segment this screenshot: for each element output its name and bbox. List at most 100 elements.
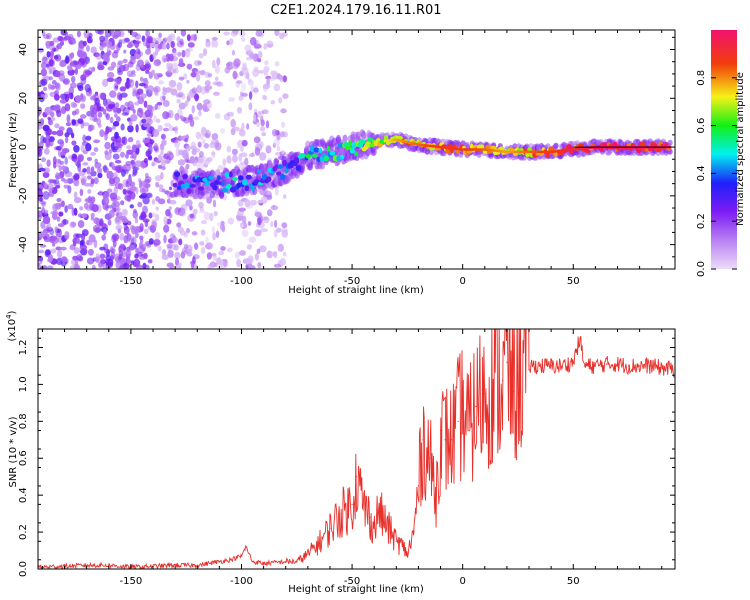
noise-speck <box>51 131 58 135</box>
noise-speck <box>162 86 166 92</box>
noise-speck <box>246 123 250 130</box>
noise-speck <box>67 65 73 71</box>
noise-speck <box>77 118 84 124</box>
noise-speck <box>111 234 117 243</box>
noise-speck <box>158 80 164 85</box>
noise-speck <box>134 33 141 40</box>
noise-speck <box>265 145 272 154</box>
noise-speck <box>126 259 132 265</box>
noise-speck <box>43 34 50 40</box>
snr-data-point <box>229 559 231 561</box>
y-tick-label: 0.2 <box>18 524 29 540</box>
noise-speck <box>204 88 210 94</box>
noise-speck <box>97 64 105 71</box>
noise-speck <box>94 97 100 106</box>
noise-speck <box>176 98 181 104</box>
noise-speck <box>162 100 170 107</box>
noise-speck <box>129 204 134 209</box>
noise-speck <box>198 201 204 209</box>
noise-speck <box>154 91 159 97</box>
ridge-peak <box>449 146 454 150</box>
noise-speck <box>66 114 71 123</box>
noise-speck <box>155 196 161 202</box>
ridge-cell <box>284 168 289 174</box>
noise-speck <box>107 219 112 226</box>
snr-data-point <box>572 361 574 363</box>
noise-speck <box>39 197 44 203</box>
noise-speck <box>223 31 231 36</box>
ridge-halo <box>307 162 314 171</box>
noise-speck <box>153 147 158 152</box>
noise-speck <box>279 131 285 138</box>
colorbar-gradient <box>711 30 737 269</box>
noise-speck <box>136 111 142 117</box>
noise-speck <box>199 209 206 214</box>
noise-speck <box>162 95 166 101</box>
noise-speck <box>282 251 287 257</box>
noise-speck <box>43 235 48 240</box>
ridge-cell <box>318 147 323 153</box>
noise-speck <box>96 117 102 126</box>
noise-speck <box>240 146 244 152</box>
noise-speck <box>104 152 112 161</box>
noise-speck <box>236 107 243 114</box>
ridge-peak <box>396 138 401 142</box>
noise-speck <box>186 63 193 70</box>
noise-speck <box>145 48 152 55</box>
noise-speck <box>76 49 83 58</box>
ridge-cell <box>569 150 574 155</box>
noise-speck <box>118 64 126 72</box>
noise-speck <box>191 87 198 94</box>
ridge-cell <box>305 153 312 159</box>
noise-speck <box>64 136 69 144</box>
noise-speck <box>166 243 173 249</box>
noise-speck <box>52 203 58 212</box>
noise-speck <box>125 81 130 89</box>
noise-speck <box>93 239 98 248</box>
noise-speck <box>142 196 150 205</box>
noise-speck <box>241 122 245 131</box>
noise-speck <box>281 121 285 128</box>
noise-speck <box>128 73 137 78</box>
noise-speck <box>185 199 193 207</box>
noise-speck <box>231 50 235 56</box>
noise-speck <box>49 187 53 197</box>
noise-speck <box>211 151 216 159</box>
snr-data-point <box>519 369 521 371</box>
noise-speck <box>87 124 93 132</box>
noise-speck <box>220 246 226 251</box>
noise-speck <box>147 259 153 264</box>
noise-speck <box>74 174 80 180</box>
noise-speck <box>165 209 171 217</box>
ridge-cell <box>212 185 218 191</box>
noise-speck <box>101 234 106 241</box>
noise-speck <box>196 161 204 171</box>
noise-speck <box>189 156 196 164</box>
noise-speck <box>200 246 206 255</box>
ridge-peak <box>518 150 523 154</box>
ridge-peak <box>521 150 526 154</box>
noise-speck <box>162 249 167 254</box>
noise-speck <box>180 251 186 259</box>
noise-speck <box>133 225 141 234</box>
noise-speck <box>90 178 95 185</box>
x-tick-label: -100 <box>230 276 253 287</box>
noise-speck <box>73 145 80 153</box>
snr-data-point <box>417 485 419 487</box>
noise-speck <box>206 195 213 204</box>
noise-speck <box>120 151 125 158</box>
ridge-cell <box>313 147 320 153</box>
noise-speck <box>99 45 104 51</box>
noise-speck <box>244 157 249 166</box>
snr-data-point <box>263 562 265 565</box>
noise-speck <box>134 253 139 259</box>
ridge-cell <box>198 186 204 191</box>
noise-speck <box>155 181 160 188</box>
ridge-cell <box>176 185 182 191</box>
ridge-peak <box>534 150 539 154</box>
noise-speck <box>259 189 267 196</box>
noise-speck <box>120 38 127 44</box>
noise-speck <box>82 168 87 173</box>
noise-speck <box>259 152 267 161</box>
noise-speck <box>145 69 150 74</box>
